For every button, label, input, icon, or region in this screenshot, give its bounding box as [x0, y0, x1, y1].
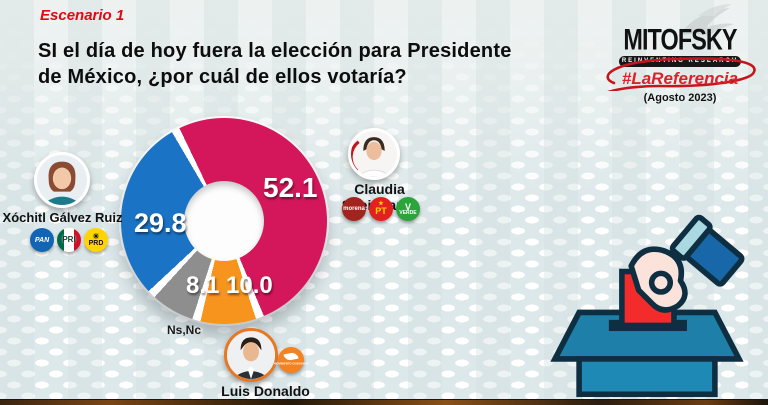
mitofsky-logo: MITOFSKY REINVENTING RESEARCH #LaReferen… — [600, 2, 760, 104]
donut-hole — [184, 181, 264, 261]
question-line-2: de México, ¿por cuál de ellos votaría? — [38, 66, 407, 88]
verde-label: VERDE — [399, 209, 417, 216]
verde-v-icon: V — [404, 201, 411, 212]
pan-label: PAN — [34, 236, 50, 244]
pt-label: PT — [375, 206, 387, 216]
pan-party-icon: PAN — [30, 228, 54, 252]
survey-date: (Agosto 2023) — [643, 92, 717, 104]
colosio-photo-placeholder — [227, 331, 275, 379]
eagle-watermark-icon — [678, 4, 734, 36]
hashtag-label: #LaReferencia — [621, 69, 739, 88]
ballot-box-illustration — [550, 214, 745, 398]
avatar-sheinbaum — [348, 128, 400, 180]
pri-party-icon: PRI — [57, 228, 81, 252]
verde-party-icon: V VERDE — [396, 197, 420, 221]
value-nsnc: 8.1 — [186, 272, 220, 299]
pt-party-icon: ★ PT — [369, 197, 393, 221]
value-galvez: 29.8 — [134, 208, 187, 238]
value-colosio: 10.0 — [226, 272, 273, 299]
galvez-photo-placeholder — [37, 155, 87, 205]
brand-name: MITOFSKY — [623, 21, 737, 57]
mc-label: MOVIMIENTO CIUDADANO — [273, 362, 309, 366]
pt-star-icon: ★ — [378, 201, 384, 207]
sheinbaum-photo-placeholder — [351, 131, 397, 177]
avatar-colosio — [224, 328, 278, 382]
pri-label: PRI — [62, 235, 76, 244]
morena-party-icon: morena — [342, 197, 366, 221]
party-logos-galvez: PAN PRI ☀ PRD — [30, 228, 108, 252]
prd-party-icon: ☀ PRD — [84, 228, 108, 252]
movimiento-ciudadano-party-icon: MOVIMIENTO CIUDADANO — [274, 347, 308, 373]
prd-label: PRD — [88, 240, 104, 247]
value-sheinbaum: 52.1 — [263, 172, 318, 203]
brand-tagline: REINVENTING RESEARCH — [619, 56, 741, 67]
avatar-galvez — [34, 152, 90, 208]
candidate-name-galvez: Xóchitl Gálvez Ruiz — [2, 210, 123, 225]
prd-sun-icon: ☀ — [92, 232, 100, 241]
party-logos-sheinbaum: morena ★ PT V VERDE — [342, 197, 420, 221]
morena-label: morena — [343, 206, 365, 212]
question-title: SI el día de hoy fuera la elección para … — [38, 38, 598, 90]
question-line-1: SI el día de hoy fuera la elección para … — [38, 40, 512, 62]
mc-eagle-icon — [283, 351, 299, 362]
scenario-label: Escenario 1 — [40, 7, 125, 24]
nsnc-category-label: Ns,Nc — [167, 323, 202, 337]
bottom-border — [0, 399, 768, 405]
